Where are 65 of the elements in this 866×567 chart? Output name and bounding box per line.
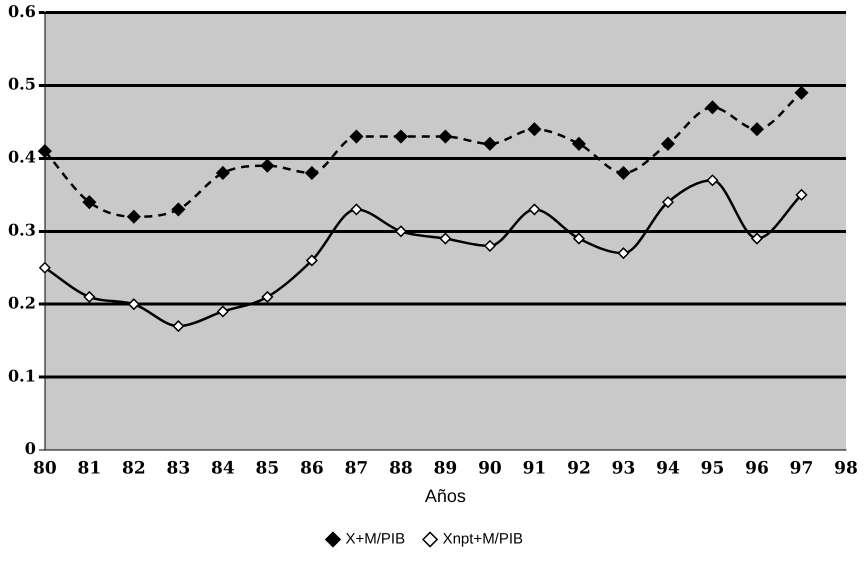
point	[172, 320, 184, 332]
point	[661, 137, 675, 151]
x-tick-label: 88	[389, 458, 413, 479]
x-tick-label: 86	[300, 458, 324, 479]
point	[794, 86, 808, 100]
point	[440, 232, 452, 244]
x-tick-label: 83	[166, 458, 190, 479]
point	[127, 210, 141, 224]
point	[484, 240, 496, 252]
point	[172, 202, 186, 216]
x-tick-label: 85	[256, 458, 280, 479]
point	[82, 195, 96, 209]
point	[350, 204, 362, 216]
legend-label: X+M/PIB	[345, 530, 406, 548]
y-tick-label: 0.5	[8, 74, 36, 94]
point	[216, 166, 230, 180]
x-tick-label: 91	[522, 458, 546, 479]
point	[38, 144, 52, 158]
point	[662, 196, 674, 208]
point	[572, 137, 586, 151]
x-tick-label: 94	[656, 458, 680, 479]
point	[217, 306, 229, 318]
point	[262, 291, 274, 303]
x-tick-label: 87	[344, 458, 368, 479]
point	[618, 247, 630, 259]
point	[39, 262, 51, 274]
point	[751, 232, 763, 244]
point	[438, 130, 452, 144]
x-tick-label: 95	[700, 458, 724, 479]
point	[306, 254, 318, 266]
x-tick-label: 89	[434, 458, 458, 479]
point	[750, 122, 764, 136]
point	[350, 130, 364, 144]
x-tick-label: 80	[33, 458, 57, 479]
x-tick-label: 92	[567, 458, 591, 479]
x-tick-label: 98	[834, 458, 858, 479]
y-tick-label: 0.2	[8, 293, 36, 312]
x-tick-label: 84	[211, 458, 235, 479]
x-axis-title: Años	[424, 486, 466, 506]
x-tick-label: 82	[122, 458, 146, 479]
y-tick-label: 0.1	[8, 366, 36, 386]
point	[573, 232, 585, 244]
point	[394, 130, 408, 144]
point	[128, 298, 140, 310]
point	[706, 174, 718, 186]
x-tick-label: 93	[612, 458, 636, 479]
point	[616, 166, 630, 180]
legend-label: Xnpt+M/PIB	[442, 530, 524, 548]
x-tick-label: 96	[745, 458, 769, 479]
point	[528, 204, 540, 216]
point	[395, 226, 407, 238]
point	[260, 158, 274, 172]
point	[483, 137, 497, 151]
point	[305, 166, 319, 180]
x-tick-label: 81	[78, 458, 102, 479]
point	[706, 100, 720, 114]
x-tick-label: 90	[478, 458, 502, 479]
y-tick-label: 0	[24, 439, 36, 458]
y-tick-label: 0.6	[8, 2, 36, 21]
point	[84, 291, 96, 303]
y-tick-label: 0.3	[8, 220, 36, 240]
point	[796, 189, 808, 201]
y-tick-label: 0.4	[8, 148, 36, 167]
point	[528, 122, 542, 136]
x-tick-label: 97	[790, 458, 814, 479]
